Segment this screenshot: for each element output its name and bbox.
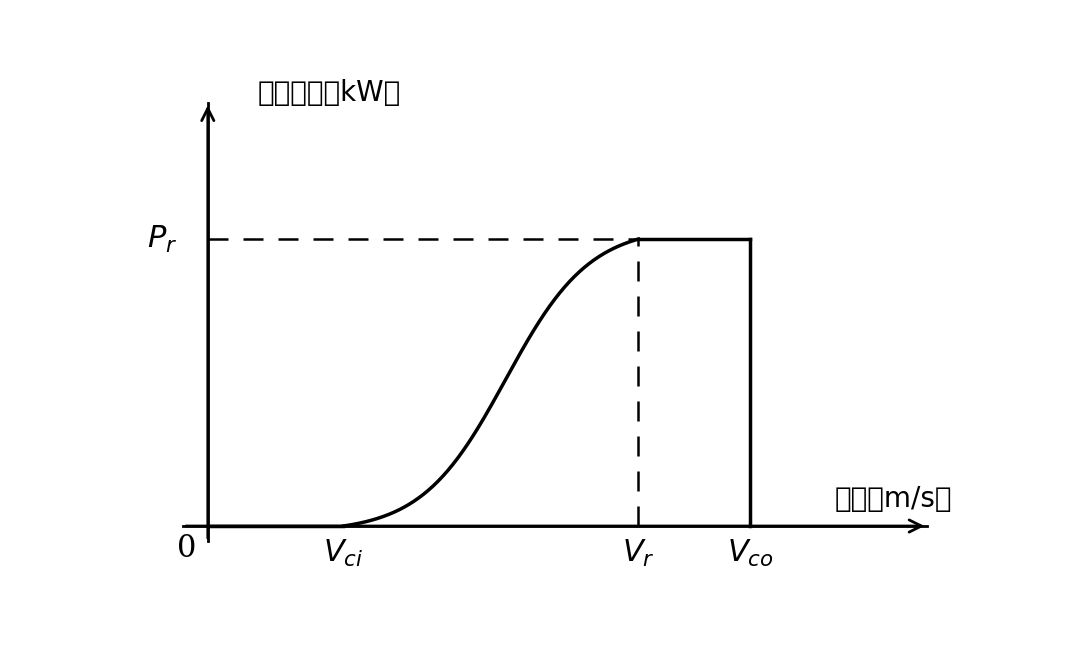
Text: $\mathit{V}_{ci}$: $\mathit{V}_{ci}$ bbox=[323, 538, 364, 569]
Text: $\mathit{V}_{co}$: $\mathit{V}_{co}$ bbox=[727, 538, 774, 569]
Text: $\mathit{V}_{r}$: $\mathit{V}_{r}$ bbox=[622, 538, 655, 569]
Text: 风机出力（kW）: 风机出力（kW） bbox=[257, 78, 401, 107]
Text: 0: 0 bbox=[177, 533, 196, 564]
Text: 风速（m/s）: 风速（m/s） bbox=[834, 485, 952, 512]
Text: $\mathit{P}_{r}$: $\mathit{P}_{r}$ bbox=[147, 223, 177, 255]
